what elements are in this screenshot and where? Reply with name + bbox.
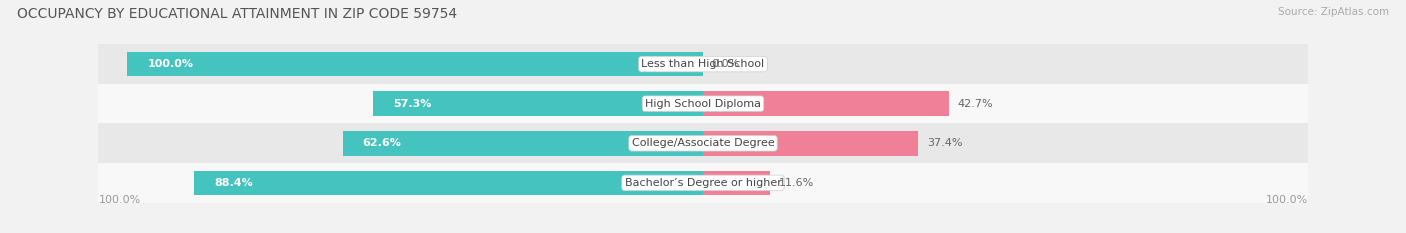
Bar [98,44,1308,84]
Text: 42.7%: 42.7% [957,99,993,109]
Text: 88.4%: 88.4% [214,178,253,188]
Text: 57.3%: 57.3% [394,99,432,109]
Text: Source: ZipAtlas.com: Source: ZipAtlas.com [1278,7,1389,17]
Bar [703,91,949,116]
Text: 37.4%: 37.4% [927,138,963,148]
Bar [373,91,703,116]
Bar [703,131,918,156]
Bar [98,163,1308,203]
Bar [703,171,770,195]
Bar [98,123,1308,163]
Bar [343,131,703,156]
Text: 62.6%: 62.6% [363,138,402,148]
Bar [98,84,1308,123]
Text: 100.0%: 100.0% [98,195,141,205]
Bar [194,171,703,195]
Text: OCCUPANCY BY EDUCATIONAL ATTAINMENT IN ZIP CODE 59754: OCCUPANCY BY EDUCATIONAL ATTAINMENT IN Z… [17,7,457,21]
Text: High School Diploma: High School Diploma [645,99,761,109]
Text: Less than High School: Less than High School [641,59,765,69]
Bar [127,52,703,76]
Text: College/Associate Degree: College/Associate Degree [631,138,775,148]
Text: 100.0%: 100.0% [148,59,194,69]
Text: 11.6%: 11.6% [779,178,814,188]
Text: Bachelor’s Degree or higher: Bachelor’s Degree or higher [624,178,782,188]
Text: 100.0%: 100.0% [1265,195,1308,205]
Text: 0.0%: 0.0% [711,59,740,69]
